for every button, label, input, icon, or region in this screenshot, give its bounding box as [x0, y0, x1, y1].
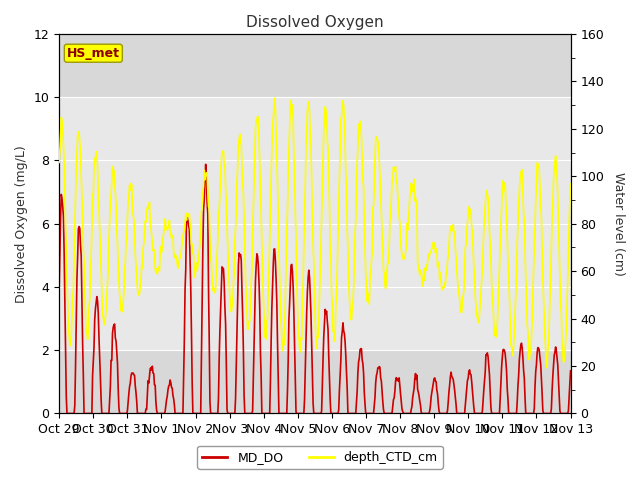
MD_DO — [55, 287, 63, 293]
depth_CTD_cm — [543, 365, 551, 371]
MD_DO — [393, 378, 401, 384]
MD_DO — [65, 410, 73, 416]
depth_CTD_cm — [169, 233, 177, 239]
MD_DO — [202, 161, 209, 167]
Legend: MD_DO, depth_CTD_cm: MD_DO, depth_CTD_cm — [197, 446, 443, 469]
Y-axis label: Dissolved Oxygen (mg/L): Dissolved Oxygen (mg/L) — [15, 145, 28, 302]
Bar — [59, 97, 571, 350]
Title: Dissolved Oxygen: Dissolved Oxygen — [246, 15, 383, 30]
depth_CTD_cm — [392, 180, 400, 186]
Bar — [59, 34, 571, 413]
depth_CTD_cm — [55, 159, 63, 165]
Y-axis label: Water level (cm): Water level (cm) — [612, 172, 625, 276]
Text: HS_met: HS_met — [67, 47, 120, 60]
MD_DO — [197, 410, 205, 416]
MD_DO — [567, 368, 575, 374]
Line: depth_CTD_cm: depth_CTD_cm — [59, 98, 571, 368]
MD_DO — [118, 410, 125, 416]
MD_DO — [63, 410, 71, 416]
depth_CTD_cm — [378, 210, 385, 216]
depth_CTD_cm — [271, 96, 278, 101]
depth_CTD_cm — [65, 330, 72, 336]
depth_CTD_cm — [196, 240, 204, 246]
Line: MD_DO: MD_DO — [59, 164, 571, 413]
depth_CTD_cm — [567, 181, 575, 187]
MD_DO — [378, 389, 386, 395]
depth_CTD_cm — [117, 308, 125, 313]
MD_DO — [170, 396, 177, 402]
